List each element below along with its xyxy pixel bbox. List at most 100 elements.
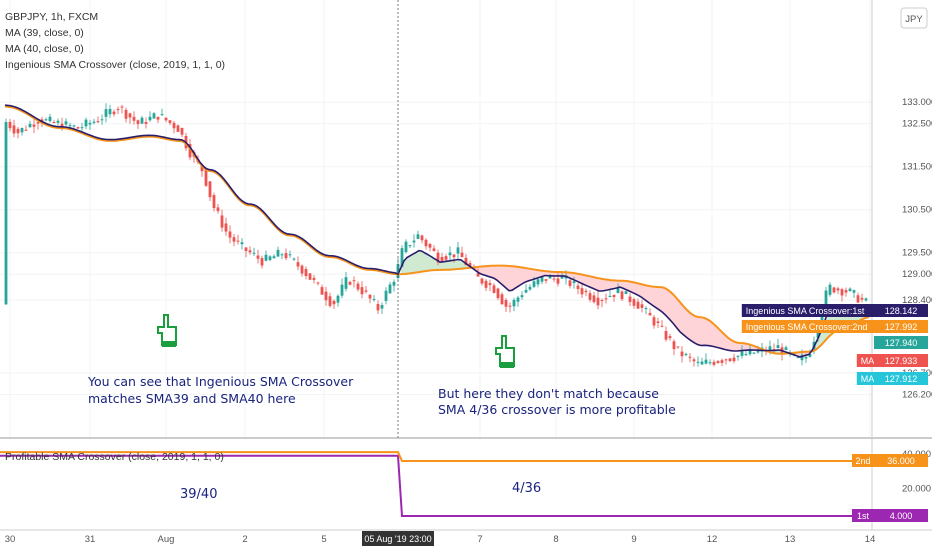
candle-body — [368, 294, 372, 299]
price-tag-value: 128.142 — [885, 306, 918, 316]
pointing-hand-icon — [495, 335, 515, 368]
annotation-left-line2: matches SMA39 and SMA40 here — [88, 391, 296, 406]
candle-body — [380, 304, 384, 309]
price-tag-label: Ingenious SMA Crossover:1st — [746, 306, 865, 316]
candle-body — [496, 288, 500, 299]
candle-body — [548, 276, 552, 279]
candle-body — [604, 298, 608, 300]
candle-body — [164, 117, 168, 121]
candle-body — [104, 109, 108, 117]
candle-body — [568, 280, 572, 286]
candle-body — [124, 109, 128, 119]
candle-body — [236, 240, 240, 242]
lower-pane-bg — [0, 439, 872, 530]
price-tag-label-bg — [856, 372, 874, 385]
lower-tag-value-bg — [874, 509, 928, 522]
candle-body — [512, 299, 516, 307]
candle-body — [556, 278, 560, 284]
candle-body — [536, 279, 540, 285]
candle-body — [20, 128, 24, 133]
candle-body — [36, 121, 40, 124]
candle-body — [128, 113, 132, 118]
price-tick-label: 128.400 — [902, 295, 932, 306]
candle-body — [52, 121, 56, 123]
candle-body — [32, 124, 36, 127]
candle-body — [452, 254, 456, 258]
candle-body — [656, 321, 660, 324]
price-tag-value: 127.933 — [885, 356, 918, 366]
candle-body — [580, 288, 584, 295]
candle-body — [216, 207, 220, 212]
candle-body — [272, 256, 276, 259]
annotation-left-line1: You can see that Ingenious SMA Crossover — [87, 374, 354, 389]
candles — [4, 103, 868, 367]
candle-body — [156, 116, 160, 120]
candle-body — [132, 116, 136, 121]
candle-body — [676, 346, 680, 348]
candle-body — [88, 122, 92, 125]
candle-body — [372, 299, 376, 301]
candle-body — [624, 291, 628, 294]
ingenious-first-line — [4, 104, 870, 358]
candle-body — [188, 144, 192, 158]
candle-body — [172, 122, 176, 129]
candle-body — [116, 109, 120, 111]
lower-pane-title: Profitable SMA Crossover (close, 2019, 1… — [5, 451, 224, 463]
candle-body — [56, 120, 60, 123]
candle-body — [24, 129, 28, 131]
lower-tag-label-bg — [852, 453, 874, 467]
crosshair-label: 05 Aug '19 23:00 — [364, 534, 431, 544]
candle-body — [160, 114, 164, 116]
candle-body — [220, 215, 224, 228]
price-tag-label: Ingenious SMA Crossover:2nd — [746, 322, 868, 332]
candle-body — [544, 279, 548, 281]
candle-body — [300, 265, 304, 274]
candle-body — [716, 361, 720, 363]
pointing-hand-icon — [157, 314, 177, 347]
candle-body — [828, 284, 832, 295]
candle-body — [776, 345, 780, 349]
candle-body — [208, 181, 212, 198]
candle-body — [600, 300, 604, 301]
price-tag-value: 127.992 — [885, 322, 918, 332]
candle-body — [268, 256, 272, 261]
candle-body — [768, 346, 772, 350]
time-tick-label: 7 — [477, 534, 482, 545]
price-tag-value-bg — [874, 354, 928, 367]
candle-body — [252, 252, 256, 254]
candle-body — [84, 119, 88, 127]
candle-body — [324, 291, 328, 301]
candle-body — [240, 242, 244, 245]
legend-ingenious: Ingenious SMA Crossover (close, 2019, 1,… — [5, 59, 225, 71]
candle-body — [484, 280, 488, 288]
candle-body — [72, 125, 76, 127]
candle-body — [476, 273, 480, 277]
candle-body — [672, 341, 676, 350]
candle-body — [612, 294, 616, 298]
candle-body — [488, 283, 492, 286]
candle-body — [284, 253, 288, 259]
candle-body — [248, 250, 252, 253]
price-tag-value: 127.940 — [885, 338, 918, 348]
candle-body — [500, 294, 504, 305]
price-tag-value: 127.912 — [885, 374, 918, 384]
candle-body — [808, 354, 812, 357]
candle-body — [428, 244, 432, 248]
price-tag-value-bg — [874, 320, 928, 333]
candle-body — [44, 119, 48, 121]
candle-body — [28, 123, 32, 128]
candle-body — [504, 300, 508, 307]
candle-body — [448, 252, 452, 256]
candle-body — [408, 245, 412, 247]
lower-tag-label-bg — [852, 509, 874, 522]
lower-second-line — [0, 451, 872, 462]
candle-body — [412, 240, 416, 243]
candle-body — [144, 121, 148, 124]
legend-ma40: MA (40, close, 0) — [5, 43, 84, 55]
currency-badge[interactable] — [900, 7, 928, 29]
candle-body — [4, 122, 8, 305]
candle-body — [340, 284, 344, 296]
candle-body — [436, 252, 440, 263]
price-tag-label: MA — [861, 374, 875, 384]
